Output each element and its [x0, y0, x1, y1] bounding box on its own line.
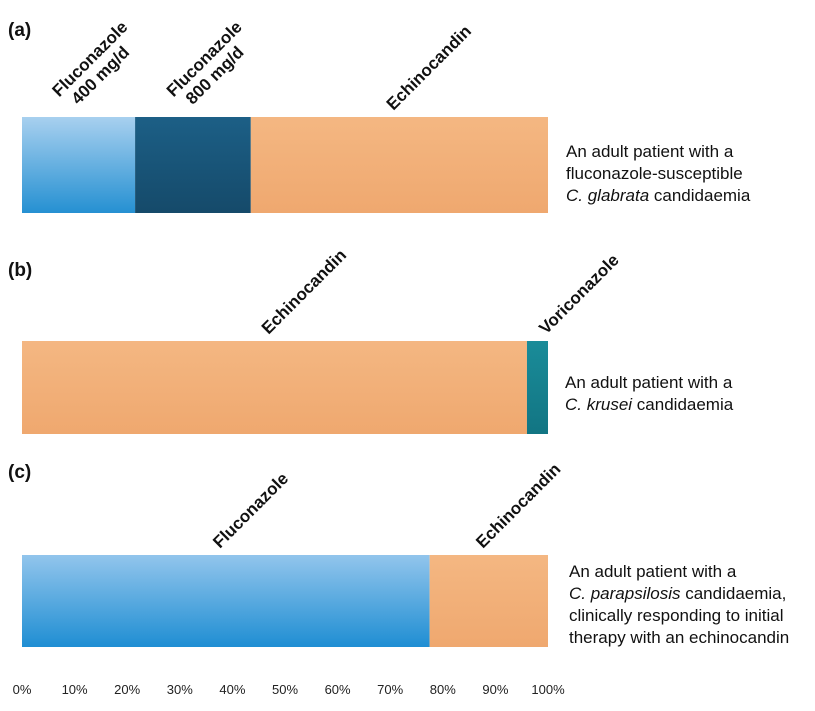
- segment-label-fluconazole-800-mg-d: Fluconazole800 mg/d: [163, 17, 259, 113]
- description-line: An adult patient with a: [566, 142, 734, 161]
- segment-label-echinocandin: Echinocandin: [383, 22, 475, 114]
- x-axis: 0% 10% 20% 30% 40% 50% 60% 70% 80% 90% 100%: [13, 682, 565, 697]
- segment-label-voriconazole: Voriconazole: [535, 250, 622, 337]
- description-line: therapy with an echinocandin: [569, 628, 790, 647]
- panel-description: An adult patient with a fluconazole-susce…: [566, 141, 750, 207]
- bar-segment-fluconazole-800-mg-d: [135, 117, 251, 213]
- description-line: C. parapsilosis candidaemia,: [569, 584, 787, 603]
- x-tick-label: 100%: [531, 682, 565, 697]
- x-tick-label: 70%: [377, 682, 403, 697]
- x-tick-label: 60%: [325, 682, 351, 697]
- panel-label: (a): [8, 20, 31, 41]
- segment-label-fluconazole: Fluconazole: [209, 469, 292, 552]
- panel-description: An adult patient with a C. parapsilosis c…: [569, 561, 789, 649]
- x-tick-label: 0%: [13, 682, 32, 697]
- x-tick-label: 20%: [114, 682, 140, 697]
- description-line: C. glabrata candidaemia: [566, 186, 751, 205]
- description-line: An adult patient with a: [565, 373, 733, 392]
- species-name: C. glabrata: [566, 186, 650, 205]
- panel-description: An adult patient with a C. krusei candida…: [565, 372, 733, 416]
- panel-label: (c): [8, 462, 31, 483]
- x-tick-label: 50%: [272, 682, 298, 697]
- bar-segment-echinocandin: [250, 117, 548, 213]
- x-tick-label: 80%: [430, 682, 456, 697]
- segment-label-echinocandin: Echinocandin: [258, 246, 350, 338]
- x-tick-label: 30%: [167, 682, 193, 697]
- segment-label-echinocandin: Echinocandin: [472, 460, 564, 552]
- description-line: fluconazole-susceptible: [566, 164, 743, 183]
- panel-label: (b): [8, 260, 32, 281]
- bar-segment-voriconazole: [526, 341, 548, 434]
- description-line: An adult patient with a: [569, 562, 737, 581]
- segment-label-fluconazole-400-mg-d: Fluconazole400 mg/d: [49, 17, 145, 113]
- description-line: clinically responding to initial: [569, 606, 784, 625]
- x-tick-label: 10%: [62, 682, 88, 697]
- panel-b: (b) Echinocandin Voriconazole: [8, 246, 623, 434]
- panel-a: (a) Fluconazole400 mg/d Fluconazole800 mg/…: [8, 17, 548, 213]
- description-line: C. krusei candidaemia: [565, 395, 734, 414]
- panel-c: (c) Fluconazole Echinocandin: [8, 460, 564, 647]
- bar-segment-echinocandin: [429, 555, 548, 647]
- bar-segment-fluconazole-400-mg-d: [22, 117, 136, 213]
- species-name: C. krusei: [565, 395, 633, 414]
- bar-segment-echinocandin: [22, 341, 527, 434]
- bar-segment-fluconazole: [22, 555, 430, 647]
- species-name: C. parapsilosis: [569, 584, 681, 603]
- x-tick-label: 40%: [219, 682, 245, 697]
- x-tick-label: 90%: [482, 682, 508, 697]
